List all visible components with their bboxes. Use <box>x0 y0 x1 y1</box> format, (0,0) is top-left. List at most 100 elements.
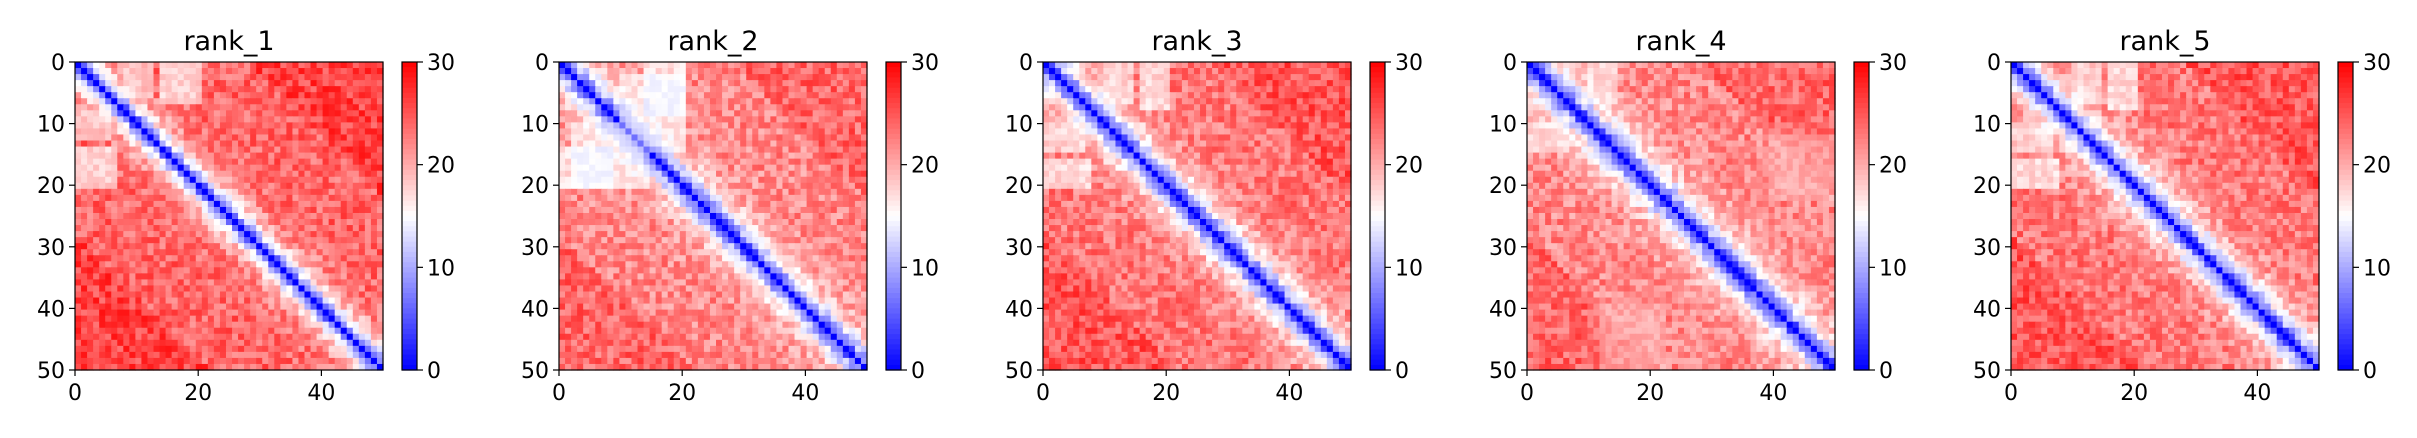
heatmap-cell <box>722 225 729 232</box>
heatmap-cell <box>661 279 669 287</box>
heatmap-cell <box>99 273 106 281</box>
heatmap-cell <box>225 249 233 256</box>
heatmap-cell <box>376 243 384 250</box>
heatmap-cell <box>292 327 300 335</box>
heatmap-cell <box>571 182 578 190</box>
heatmap-cell <box>685 255 693 262</box>
heatmap-cell <box>848 249 856 256</box>
heatmap-cell <box>607 122 614 130</box>
heatmap-cell <box>800 321 808 329</box>
heatmap-cell <box>286 164 294 172</box>
heatmap-cell <box>782 188 790 196</box>
heatmap-cell <box>788 182 796 190</box>
heatmap-cell <box>201 164 209 172</box>
heatmap-cell <box>812 237 820 244</box>
heatmap-cell <box>589 291 596 299</box>
heatmap-cell <box>577 321 584 329</box>
heatmap-cell <box>716 321 723 329</box>
heatmap-cell <box>99 110 106 117</box>
heatmap-cell <box>340 291 348 299</box>
heatmap-cell <box>559 116 566 123</box>
heatmap-cell <box>352 86 360 93</box>
heatmap-cell <box>800 62 808 69</box>
heatmap-cell <box>111 303 118 311</box>
heatmap-cell <box>147 303 155 311</box>
heatmap-cell <box>836 80 844 87</box>
heatmap-cell <box>153 194 161 202</box>
heatmap-cell <box>643 98 651 105</box>
heatmap-cell <box>81 122 88 130</box>
heatmap-cell <box>860 261 868 268</box>
heatmap-cell <box>691 116 699 123</box>
heatmap-cell <box>577 134 584 142</box>
heatmap-cell <box>607 134 614 142</box>
heatmap-cell <box>746 80 753 87</box>
heatmap-cell <box>649 158 657 166</box>
heatmap-cell <box>770 104 778 111</box>
heatmap-cell <box>806 110 814 117</box>
heatmap-cell <box>794 122 802 130</box>
heatmap-cell <box>165 219 173 226</box>
heatmap-cell <box>685 194 693 202</box>
heatmap-cell <box>111 134 118 142</box>
heatmap-cell <box>740 74 747 81</box>
heatmap-cell <box>364 351 372 359</box>
heatmap-cell <box>304 261 312 268</box>
heatmap-cell <box>219 74 227 81</box>
heatmap-cell <box>764 231 771 238</box>
heatmap-cell <box>601 285 608 293</box>
heatmap-cell <box>716 158 723 166</box>
heatmap-cell <box>571 98 578 105</box>
heatmap-cell <box>697 303 705 311</box>
heatmap-cell <box>195 279 203 287</box>
heatmap-cell <box>316 303 324 311</box>
heatmap-cell <box>679 249 687 256</box>
heatmap-cell <box>854 158 862 166</box>
heatmap-cell <box>818 86 826 93</box>
heatmap-cell <box>782 104 790 111</box>
heatmap-cell <box>776 110 784 117</box>
heatmap-cell <box>171 351 179 359</box>
heatmap-cell <box>358 351 366 359</box>
heatmap-cell <box>244 92 251 99</box>
heatmap-cell <box>141 327 149 335</box>
heatmap-cell <box>238 92 245 99</box>
heatmap-cell <box>770 110 778 117</box>
heatmap-cell <box>782 261 790 268</box>
heatmap-cell <box>207 249 215 256</box>
heatmap-cell <box>830 303 838 311</box>
heatmap-cell <box>340 152 348 160</box>
heatmap-cell <box>583 297 590 305</box>
heatmap-cell <box>577 152 584 160</box>
heatmap-cell <box>836 212 844 220</box>
heatmap-cell <box>201 146 209 154</box>
heatmap-cell <box>782 134 790 142</box>
heatmap-cell <box>340 345 348 353</box>
heatmap-cell <box>201 206 209 214</box>
heatmap-cell <box>776 255 784 262</box>
heatmap-cell <box>147 188 155 196</box>
heatmap-cell <box>595 273 602 281</box>
heatmap-cell <box>123 164 130 172</box>
heatmap-cell <box>637 146 645 154</box>
heatmap-cell <box>770 182 778 190</box>
heatmap-cell <box>376 333 384 341</box>
heatmap-cell <box>667 219 675 226</box>
heatmap-cell <box>238 158 245 166</box>
heatmap-cell <box>734 116 741 123</box>
heatmap-cell <box>728 86 735 93</box>
heatmap-cell <box>111 231 118 238</box>
heatmap-cell <box>322 164 330 172</box>
heatmap-cell <box>824 225 832 232</box>
heatmap-cell <box>661 237 669 244</box>
heatmap-cell <box>105 182 112 190</box>
heatmap-cell <box>213 321 221 329</box>
heatmap-cell <box>75 231 82 238</box>
heatmap-cell <box>595 188 602 196</box>
heatmap-cell <box>649 98 657 105</box>
heatmap-cell <box>589 261 596 268</box>
heatmap-cell <box>607 285 614 293</box>
heatmap-cell <box>631 62 639 69</box>
heatmap-cell <box>812 158 820 166</box>
heatmap-cell <box>346 345 354 353</box>
